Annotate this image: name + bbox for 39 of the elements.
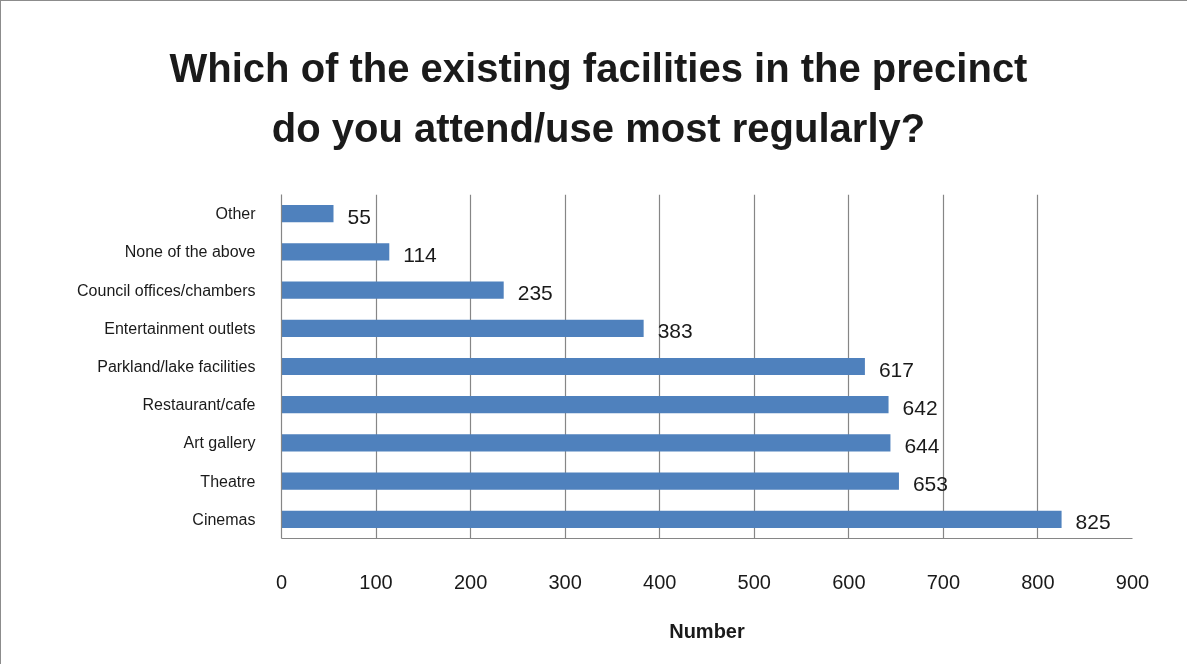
y-tick-label: None of the above	[124, 243, 256, 261]
x-tick-label: 500	[737, 570, 771, 593]
data-label: 383	[657, 319, 693, 343]
y-tick-label: Art gallery	[183, 434, 256, 452]
x-axis-title: Number	[669, 619, 745, 642]
x-tick-label: 900	[1115, 570, 1150, 593]
x-tick-label: 300	[548, 570, 582, 593]
data-label: 55	[347, 204, 371, 228]
x-tick-label: 200	[453, 570, 488, 593]
x-tick-label: 700	[926, 570, 961, 593]
bar	[281, 357, 865, 376]
y-tick-label: Theatre	[200, 472, 256, 490]
bar	[281, 281, 504, 299]
bar	[281, 510, 1062, 528]
y-tick-label: Restaurant/cafe	[142, 396, 256, 414]
bar	[281, 205, 334, 223]
y-tick-label: Parkland/lake facilities	[97, 358, 256, 375]
x-tick-label: 800	[1021, 570, 1055, 593]
data-label: 617	[878, 357, 914, 381]
data-label: 825	[1075, 510, 1111, 534]
chart-title: Which of the existing facilities in the precinct do you attend/use most regularly?	[169, 45, 1028, 152]
bar	[281, 472, 899, 490]
bar	[281, 396, 889, 414]
x-tick-label: 100	[359, 570, 393, 593]
y-tick-label: Entertainment outlets	[104, 319, 256, 337]
bar	[281, 319, 644, 337]
data-label: 235	[517, 281, 553, 305]
data-label: 642	[902, 395, 938, 419]
y-tick-label: Other	[215, 205, 257, 223]
data-label: 114	[403, 242, 438, 266]
y-tick-label: Council offices/chambers	[77, 281, 256, 299]
x-tick-label: 400	[643, 570, 677, 593]
data-label: 653	[912, 472, 948, 496]
y-tick-label: Cinemas	[192, 510, 256, 528]
x-tick-label: 600	[832, 570, 866, 593]
x-tick-label: 0	[275, 570, 288, 593]
bar	[281, 434, 891, 452]
bar	[281, 243, 390, 261]
data-label: 644	[904, 433, 940, 457]
